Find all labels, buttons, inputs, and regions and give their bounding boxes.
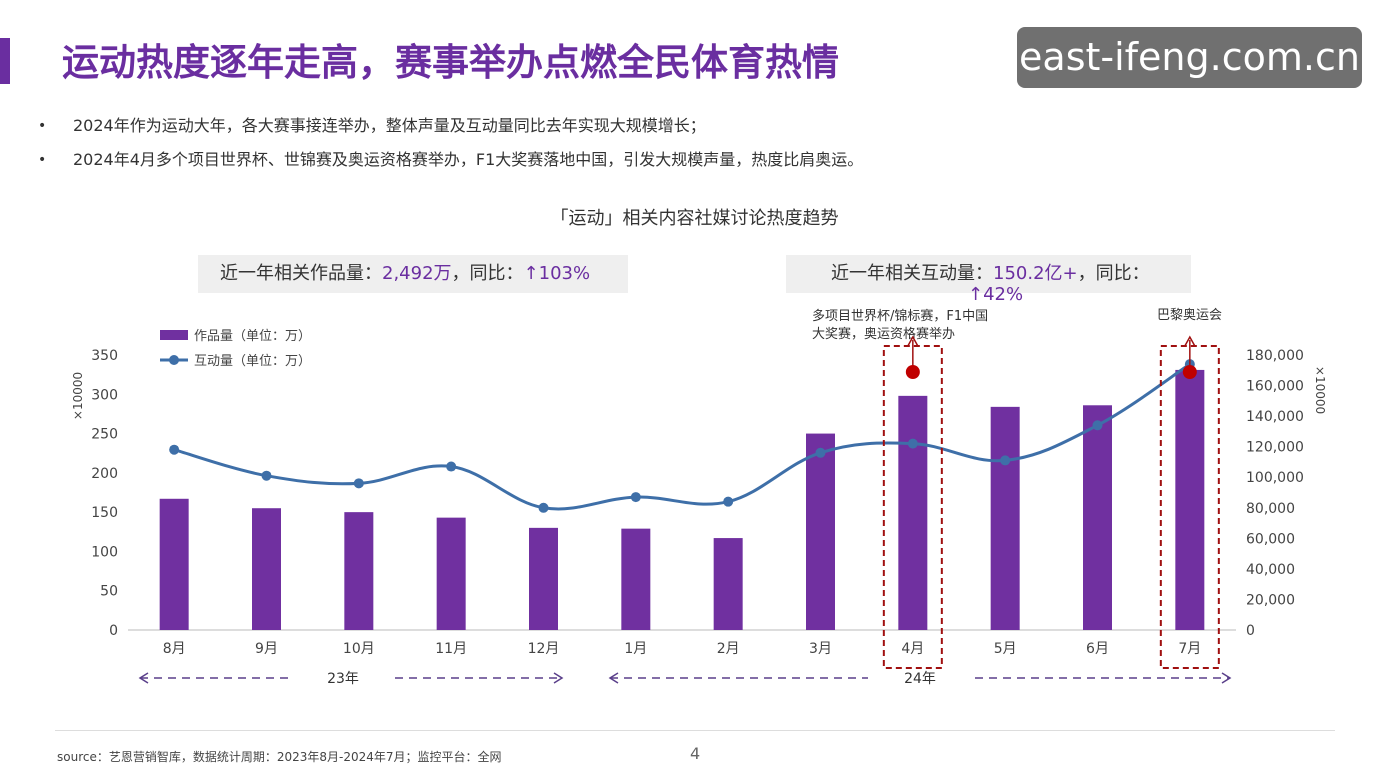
title-accent-bar xyxy=(0,38,10,84)
kpi-inter-value: 150.2亿+ xyxy=(993,263,1078,284)
x-tick-label: 2月 xyxy=(717,641,740,657)
line-point xyxy=(1092,420,1103,431)
line-point xyxy=(1000,455,1011,466)
y-left-tick-label: 300 xyxy=(91,387,118,403)
line-point xyxy=(538,502,549,513)
line-point xyxy=(630,492,641,503)
y-right-tick-label: 60,000 xyxy=(1246,531,1295,547)
y-right-tick-label: 80,000 xyxy=(1246,501,1295,517)
july-annotation: 巴黎奥运会 xyxy=(1157,308,1223,323)
bar-works xyxy=(898,395,928,630)
bar-works xyxy=(1083,405,1112,630)
y-right-tick-label: 160,000 xyxy=(1246,379,1304,395)
y-right-tick-label: 100,000 xyxy=(1246,470,1304,486)
line-point xyxy=(261,470,272,481)
x-tick-label: 1月 xyxy=(624,641,647,657)
kpi-works-yoy-label: ，同比： xyxy=(451,263,524,284)
y-right-tick-label: 180,000 xyxy=(1246,348,1304,364)
kpi-inter-yoy: ↑42% xyxy=(968,284,1024,305)
year-label-23: 23年 xyxy=(327,671,359,687)
april-annotation: 多项目世界杯/锦标赛，F1中国 大奖赛，奥运资格赛举办 xyxy=(812,308,988,344)
kpi-interactions-box: 近一年相关互动量：150.2亿+，同比： xyxy=(786,255,1191,293)
kpi-works-label: 近一年相关作品量： xyxy=(220,263,382,284)
legend-line-label: 互动量（单位：万） xyxy=(194,354,311,369)
highlight-dot xyxy=(905,365,920,379)
bullet-text: 2024年4月多个项目世界杯、世锦赛及奥运资格赛举办，F1大奖赛落地中国，引发大… xyxy=(73,150,864,169)
y-left-tick-label: 250 xyxy=(91,427,118,443)
source-note: source：艺恩营销智库，数据统计周期：2023年8月-2024年7月；监控平… xyxy=(57,750,502,764)
line-point xyxy=(446,461,457,472)
bar-works xyxy=(529,527,558,630)
x-tick-label: 11月 xyxy=(435,641,467,657)
y-left-tick-label: 350 xyxy=(91,348,118,364)
kpi-works-box: 近一年相关作品量：2,492万，同比：↑103% xyxy=(198,255,628,293)
x-tick-label: 8月 xyxy=(163,641,186,657)
line-interactions xyxy=(173,362,1191,511)
y-right-tick-label: 120,000 xyxy=(1246,440,1304,456)
y-left-axis-label: ×10000 xyxy=(71,372,85,420)
bullet-text: 2024年作为运动大年，各大赛事接连举办，整体声量及互动量同比去年实现大规模增长… xyxy=(73,116,706,135)
line-point xyxy=(815,447,826,458)
highlight-arrowhead xyxy=(1184,335,1196,347)
footer-divider xyxy=(55,730,1335,731)
x-tick-label: 7月 xyxy=(1178,641,1201,657)
y-right-tick-label: 0 xyxy=(1246,623,1255,639)
x-tick-label: 12月 xyxy=(528,641,560,657)
x-tick-label: 10月 xyxy=(343,641,375,657)
y-left-tick-label: 50 xyxy=(100,584,118,600)
kpi-inter-label: 近一年相关互动量： xyxy=(831,263,993,284)
year-range-arrowhead xyxy=(553,672,564,684)
year-range-arrowhead xyxy=(1221,672,1232,684)
april-annotation-line: 多项目世界杯/锦标赛，F1中国 xyxy=(812,309,989,324)
watermark: east-ifeng.com.cn xyxy=(1017,27,1362,88)
bar-works xyxy=(713,538,743,630)
bar-works xyxy=(252,508,281,630)
year-range-arrowhead xyxy=(138,672,149,684)
kpi-works-value: 2,492万 xyxy=(382,263,452,284)
bar-works xyxy=(436,517,466,630)
kpi-inter-yoy-label: ，同比： xyxy=(1077,263,1150,284)
chart-svg: 0 50 100 150 200 250 300 350 ×10000 0 20,000 40,000… xyxy=(71,329,1327,687)
y-left-tick-label: 100 xyxy=(91,544,118,560)
legend-bar-label: 作品量（单位：万） xyxy=(194,329,311,344)
line-point xyxy=(907,438,918,449)
line-point xyxy=(169,444,180,455)
year-label-24: 24年 xyxy=(904,671,936,687)
bar-works xyxy=(159,498,189,630)
legend-bar-swatch xyxy=(160,330,188,340)
y-left-tick-label: 0 xyxy=(109,623,118,639)
legend-line-marker xyxy=(169,355,179,365)
page-number: 4 xyxy=(690,744,701,763)
y-left-tick-label: 200 xyxy=(91,466,118,482)
y-right-axis-label: ×10000 xyxy=(1313,366,1327,414)
chart-title: 「运动」相关内容社媒讨论热度趋势 xyxy=(550,208,839,229)
bullet-marker: • xyxy=(38,118,47,134)
bar-works xyxy=(990,406,1020,630)
highlight-dot xyxy=(1182,365,1197,379)
x-tick-label: 3月 xyxy=(809,641,832,657)
bar-works xyxy=(344,512,374,630)
bar-works xyxy=(806,433,835,630)
x-tick-label: 9月 xyxy=(255,641,278,657)
y-right-tick-label: 140,000 xyxy=(1246,409,1304,425)
kpi-works-yoy: ↑103% xyxy=(523,263,591,284)
april-annotation-line: 大奖赛，奥运资格赛举办 xyxy=(812,327,956,342)
highlight-arrowhead xyxy=(907,335,919,347)
x-tick-label: 5月 xyxy=(994,641,1017,657)
page-title: 运动热度逐年走高，赛事举办点燃全民体育热情 xyxy=(62,41,839,84)
y-right-tick-label: 20,000 xyxy=(1246,592,1295,608)
x-tick-label: 4月 xyxy=(901,641,924,657)
y-left-tick-label: 150 xyxy=(91,505,118,521)
bar-works xyxy=(1175,369,1205,630)
line-point xyxy=(723,496,734,507)
year-range-arrowhead xyxy=(608,672,619,684)
bar-works xyxy=(621,528,651,630)
bullet-marker: • xyxy=(38,152,47,168)
x-tick-label: 6月 xyxy=(1086,641,1109,657)
y-right-tick-label: 40,000 xyxy=(1246,562,1295,578)
line-point xyxy=(353,478,364,489)
